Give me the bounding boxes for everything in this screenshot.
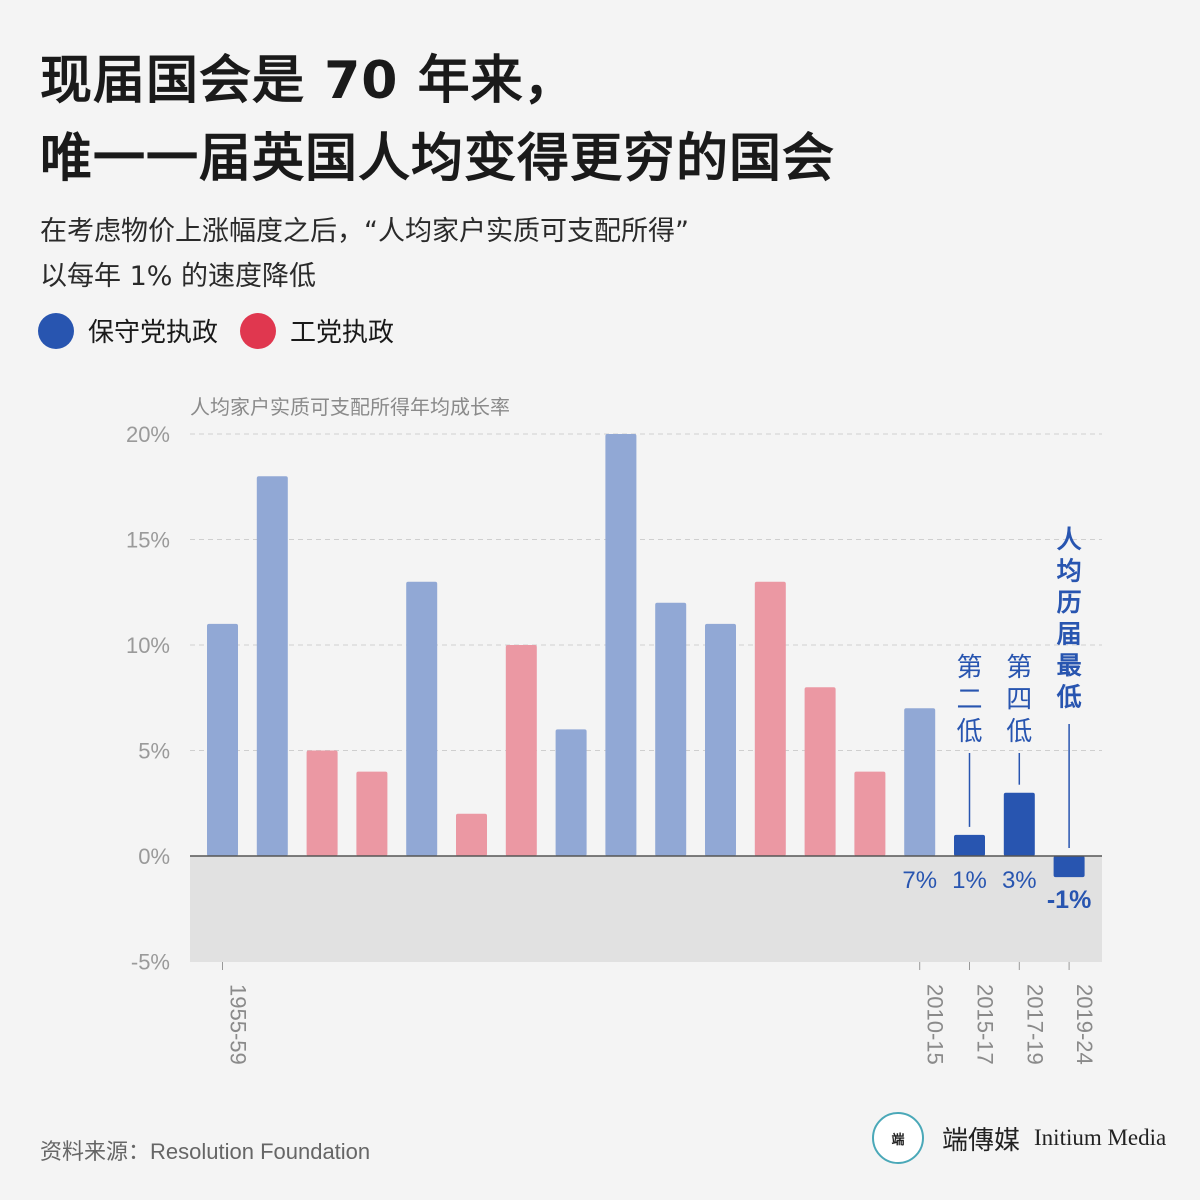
annotation-char: 历	[1057, 588, 1082, 617]
y-tick-label: 5%	[138, 739, 170, 764]
bar	[1003, 792, 1035, 856]
data-label: 1%	[952, 867, 987, 894]
annotation-char: 均	[1057, 557, 1082, 586]
bar	[356, 771, 388, 856]
data-label: 3%	[1002, 867, 1037, 894]
negative-region	[190, 856, 1102, 962]
annotation-char: 最	[1057, 651, 1083, 680]
y-tick-label: 10%	[126, 633, 170, 658]
annotation-char: 届	[1057, 620, 1082, 649]
x-tick-label: 2015-17	[973, 984, 998, 1065]
bar	[505, 645, 537, 856]
bar	[207, 623, 238, 856]
bar	[306, 750, 338, 856]
data-label: 7%	[902, 867, 937, 894]
subtitle-line-1: 在考虑物价上涨幅度之后，“人均家户实质可支配所得”	[40, 216, 689, 247]
bar	[605, 434, 637, 856]
x-tick-label: 2019-24	[1072, 984, 1097, 1065]
annotation-char: 第	[1006, 653, 1032, 683]
annotation-char: 低	[956, 717, 982, 747]
data-label: -1%	[1047, 886, 1091, 914]
bar	[705, 623, 736, 856]
bar	[1053, 856, 1085, 878]
x-tick-label: 1955-59	[226, 984, 251, 1065]
legend-swatch-conservative	[38, 312, 74, 349]
annotation-char: 二	[956, 685, 982, 715]
title-line-2: 唯一一届英国人均变得更穷的国会	[40, 129, 836, 189]
annotation-char: 低	[1006, 717, 1032, 747]
legend-labour: 工党执政	[240, 312, 394, 349]
legend-conservative: 保守党执政	[38, 312, 218, 349]
bar	[854, 771, 886, 856]
annotation-char: 第	[956, 653, 982, 683]
annotation-char: 低	[1056, 683, 1082, 712]
annotation-char: 人	[1057, 525, 1082, 554]
title-line-1: 现届国会是 70 年来，	[40, 51, 577, 111]
bar	[904, 708, 936, 856]
bar	[954, 834, 985, 856]
legend-label-labour: 工党执政	[290, 318, 395, 348]
subtitle-line-2: 以每年 1% 的速度降低	[40, 261, 316, 292]
bar	[804, 687, 836, 856]
annotation-char: 四	[1006, 685, 1032, 715]
bar	[456, 813, 487, 856]
x-tick-label: 2010-15	[923, 984, 948, 1065]
y-axis-title: 人均家户实质可支配所得年均成长率	[190, 395, 510, 419]
bar	[406, 581, 438, 856]
legend-swatch-labour	[240, 312, 276, 349]
x-tick-label: 2017-19	[1022, 984, 1047, 1065]
logo-name-cn: 端傳媒	[942, 1125, 1021, 1156]
bar	[754, 581, 786, 856]
y-tick-label: -5%	[131, 950, 170, 975]
initium-logo: 端 端傳媒 Initium Media	[872, 1112, 1166, 1164]
logo-name-en: Initium Media	[1034, 1125, 1167, 1150]
logo-mark-icon: 端	[872, 1112, 924, 1164]
bar	[256, 476, 288, 856]
bar	[655, 602, 687, 856]
y-tick-label: 15%	[126, 528, 170, 553]
legend-label-conservative: 保守党执政	[88, 318, 219, 348]
source-note: 资料来源：Resolution Foundation	[40, 1139, 371, 1164]
y-tick-label: 20%	[126, 422, 170, 447]
y-tick-label: 0%	[138, 844, 170, 869]
bar	[555, 729, 587, 856]
